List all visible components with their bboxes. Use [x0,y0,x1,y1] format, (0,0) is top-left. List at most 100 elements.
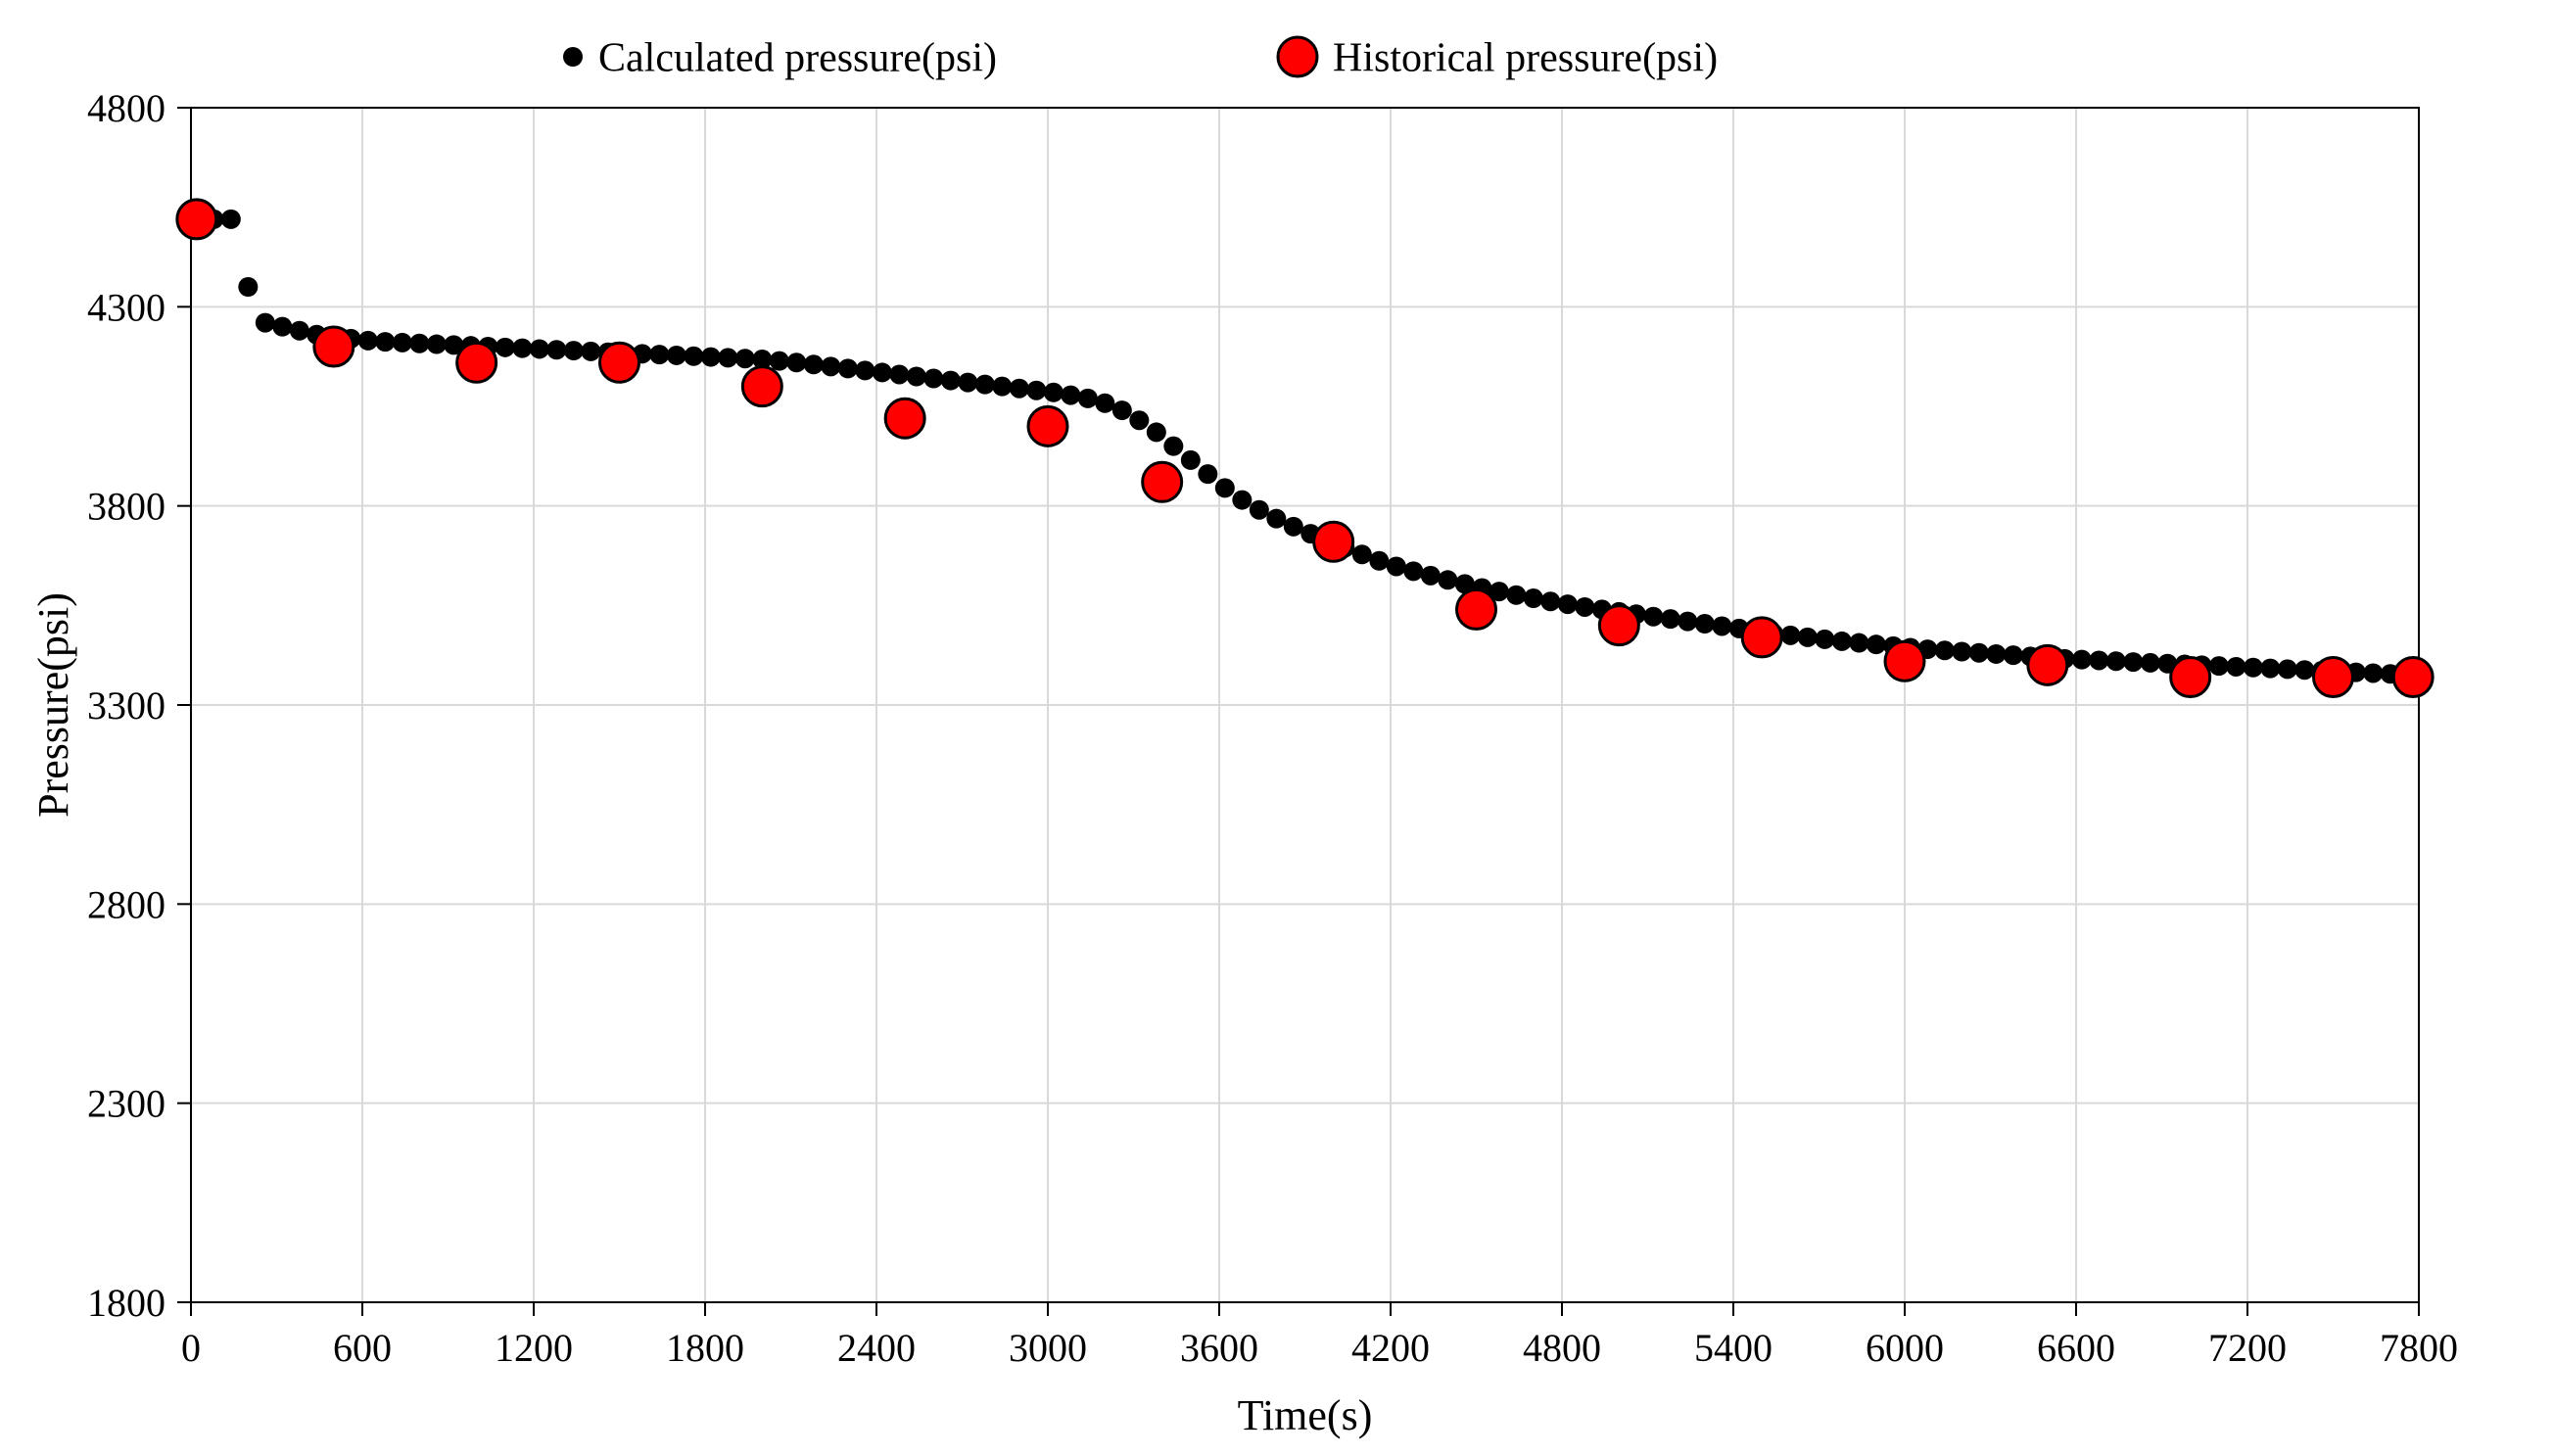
data-point [735,349,755,368]
data-point [238,277,258,297]
data-point [1232,491,1252,510]
x-tick-label: 3600 [1180,1326,1258,1370]
data-point [1742,618,1781,657]
data-point [600,343,639,382]
data-point [1678,612,1697,632]
data-point [1712,616,1731,635]
data-point [2106,651,2126,671]
data-point [314,327,354,366]
x-tick-label: 2400 [837,1326,916,1370]
data-point [1695,614,1715,634]
data-point [272,317,292,337]
data-point [855,360,875,380]
data-point [1575,597,1594,617]
data-point [873,362,892,382]
data-point [649,345,669,364]
data-point [2072,650,2092,670]
data-point [1969,643,1989,663]
data-point [564,341,584,360]
data-point [1078,389,1098,408]
legend-label: Calculated pressure(psi) [598,36,997,81]
data-point [256,313,275,333]
data-point [1558,594,1578,614]
data-point [2294,660,2314,680]
data-point [2260,659,2280,679]
x-tick-label: 1800 [666,1326,744,1370]
data-point [1147,422,1166,442]
data-point [2244,658,2263,678]
data-point [1198,464,1217,484]
data-point [1815,630,1834,649]
data-point [1026,381,1046,400]
data-point [821,356,840,376]
data-point [1599,606,1638,645]
data-point [530,339,549,358]
data-point [958,373,977,393]
x-tick-label: 4800 [1523,1326,1601,1370]
data-point [1935,640,1955,660]
data-point [1780,626,1800,645]
data-point [358,331,378,351]
data-point [1506,586,1526,605]
data-point [2089,650,2108,670]
data-point [885,399,924,438]
y-tick-label: 3800 [87,485,165,529]
data-point [496,338,515,357]
data-point [786,352,806,372]
chart-svg: 0600120018002400300036004200480054006000… [0,0,2553,1456]
data-point [907,367,926,387]
data-point [941,371,961,391]
data-point [1457,589,1496,629]
data-point [2393,658,2433,697]
data-point [2209,656,2229,676]
data-point [1832,632,1852,651]
data-point [1095,394,1114,413]
x-tick-label: 7200 [2208,1326,2287,1370]
y-tick-label: 4300 [87,285,165,329]
data-point [1215,478,1235,497]
legend-marker [1278,37,1317,76]
data-point [923,369,943,389]
data-point [1369,551,1389,571]
data-point [1284,517,1303,537]
data-point [221,210,241,229]
data-point [1181,450,1201,470]
data-point [1163,437,1183,456]
data-point [889,364,909,384]
data-point [1352,544,1372,564]
data-point [1986,644,2006,664]
data-point [1403,561,1423,581]
x-tick-label: 3000 [1009,1326,1087,1370]
data-point [581,342,600,361]
data-point [1421,566,1441,586]
data-point [1129,410,1149,430]
data-point [1044,383,1064,402]
data-point [1885,641,1924,681]
data-point [1798,628,1818,647]
data-point [512,339,532,358]
data-point [1952,642,1971,662]
x-tick-label: 4200 [1351,1326,1430,1370]
x-tick-label: 0 [181,1326,201,1370]
data-point [2278,659,2297,679]
data-point [1661,609,1680,629]
legend-marker [563,47,583,67]
x-tick-label: 600 [333,1326,392,1370]
data-point [2314,658,2353,697]
x-tick-label: 6600 [2037,1326,2115,1370]
y-tick-label: 2300 [87,1082,165,1126]
x-tick-label: 1200 [495,1326,573,1370]
x-tick-label: 5400 [1694,1326,1773,1370]
data-point [2141,653,2160,673]
data-point [667,346,686,365]
data-point [1266,509,1286,529]
data-point [2363,663,2383,682]
data-point [2171,658,2210,697]
data-point [701,348,721,367]
data-point [427,335,447,354]
data-point [718,348,737,367]
data-point [546,340,566,359]
data-point [838,358,858,378]
data-point [1524,588,1543,608]
data-point [1314,522,1353,561]
